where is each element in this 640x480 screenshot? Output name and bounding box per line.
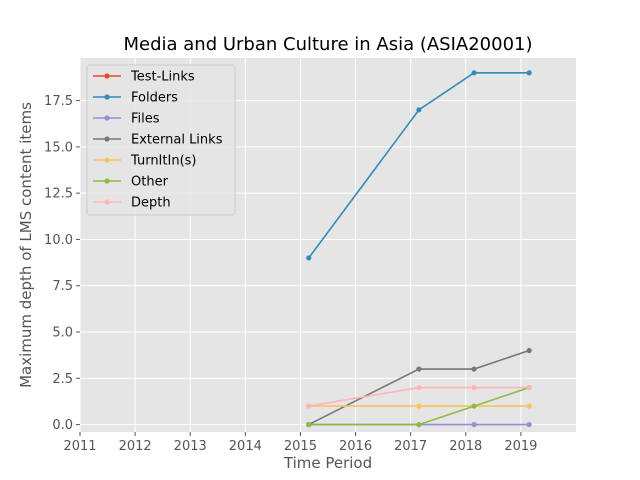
legend-entry-turnitin-s: TurnItIn(s) <box>93 154 196 169</box>
x-tick-label: 2019 <box>504 439 537 454</box>
data-point-depth <box>526 384 532 391</box>
legend-marker-external-links <box>104 136 110 142</box>
legend-marker-other <box>104 178 110 184</box>
ticks <box>76 100 522 436</box>
data-point-folders <box>471 70 477 76</box>
y-tick-label: 7.5 <box>52 279 73 294</box>
x-tick-label: 2013 <box>174 439 207 454</box>
data-point-external-links <box>416 366 422 372</box>
legend-label-other: Other <box>131 175 169 190</box>
data-point-external-links <box>471 366 477 372</box>
legend-label-depth: Depth <box>131 196 171 211</box>
legend-label-turnitin-s: TurnItIn(s) <box>130 154 196 169</box>
data-point-files <box>471 421 477 428</box>
legend-entry-test-links: Test-Links <box>93 70 195 85</box>
legend-entry-folders: Folders <box>93 91 178 106</box>
series-line-depth <box>308 386 530 407</box>
y-tick-label: 5.0 <box>52 326 73 341</box>
y-tick-labels: 0.0 2.5 5.0 7.5 10.0 12.5 15.0 17.5 <box>44 94 73 433</box>
y-tick-label: 0.0 <box>52 418 73 433</box>
x-axis-label: Time Period <box>283 454 372 472</box>
legend-entry-other: Other <box>93 175 169 190</box>
data-point-depth <box>471 384 477 391</box>
legend-label-files: Files <box>131 112 160 127</box>
legend-label-test-links: Test-Links <box>130 70 195 85</box>
series-points <box>306 70 532 428</box>
x-tick-label: 2014 <box>229 439 262 454</box>
legend-entry-files: Files <box>93 112 160 127</box>
x-tick-label: 2011 <box>63 439 96 454</box>
data-point-folders <box>306 255 312 261</box>
legend-marker-files <box>104 115 110 121</box>
legend-marker-depth <box>104 199 110 205</box>
data-point-other <box>416 421 422 428</box>
y-tick-label: 17.5 <box>44 94 73 109</box>
data-point-other <box>306 421 312 428</box>
y-axis-label: Maximum depth of LMS content items <box>17 102 35 388</box>
x-tick-label: 2015 <box>284 439 317 454</box>
legend-frame <box>86 64 236 216</box>
data-point-depth <box>306 403 312 409</box>
data-point-folders <box>526 70 532 76</box>
series-line-other <box>308 386 530 426</box>
series-lines <box>308 72 530 426</box>
data-point-other <box>471 403 477 409</box>
x-tick-label: 2016 <box>339 439 372 454</box>
data-point-turnitin-s <box>526 403 532 409</box>
x-tick-label: 2018 <box>449 439 482 454</box>
series-line-folders <box>308 72 530 259</box>
legend-entry-external-links: External Links <box>93 133 223 148</box>
legend-marker-folders <box>104 94 110 100</box>
legend-label-folders: Folders <box>131 91 178 106</box>
y-tick-label: 12.5 <box>44 187 73 202</box>
data-point-files <box>526 421 532 428</box>
legend-marker-turnitin-s <box>104 157 110 163</box>
x-tick-labels: 2011 2012 2013 2014 2015 2016 2017 2018 2019 <box>63 439 537 454</box>
y-tick-label: 15.0 <box>44 140 73 155</box>
x-tick-label: 2017 <box>394 439 427 454</box>
chart-title: Media and Urban Culture in Asia (ASIA200… <box>123 34 532 55</box>
legend-entry-depth: Depth <box>93 196 171 211</box>
data-point-folders <box>416 107 422 113</box>
x-tick-label: 2012 <box>119 439 152 454</box>
data-point-external-links <box>526 347 532 354</box>
y-tick-label: 10.0 <box>44 233 73 248</box>
legend-label-external-links: External Links <box>131 133 223 148</box>
data-point-depth <box>416 384 422 391</box>
y-tick-label: 2.5 <box>52 372 73 387</box>
data-point-turnitin-s <box>416 403 422 409</box>
legend: Test-Links Folders Files External Links Turn… <box>86 64 236 216</box>
legend-marker-test-links <box>104 73 110 79</box>
